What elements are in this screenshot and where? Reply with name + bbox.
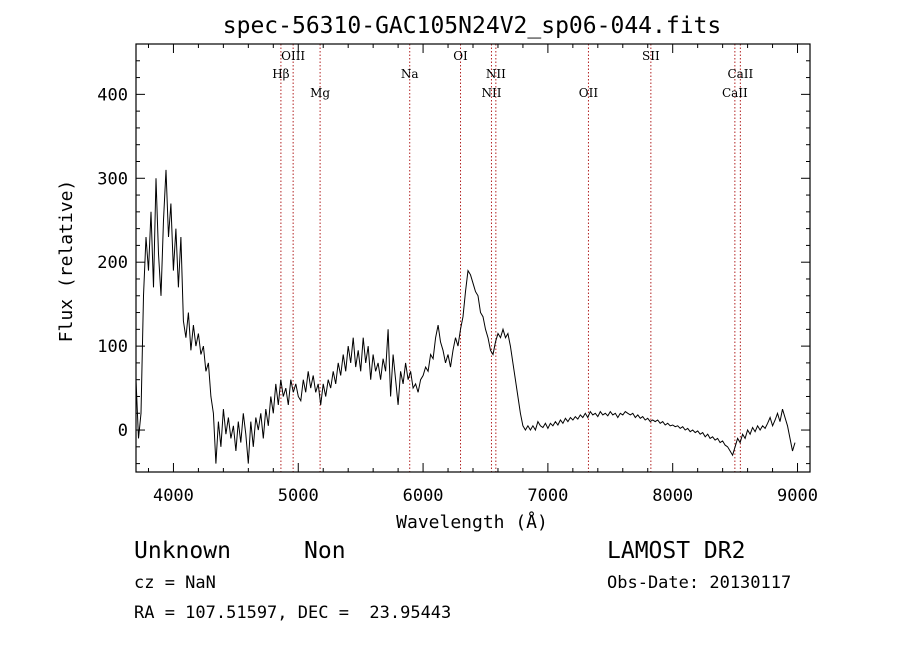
spectrum-series-line (135, 169, 796, 464)
line-label-7: OII (579, 86, 599, 100)
line-label-0: Hβ (272, 67, 289, 81)
x-axis-label: Wavelength (Å) (396, 511, 548, 533)
x-tick-label-0: 4000 (153, 486, 194, 506)
x-tick-label-2: 6000 (403, 486, 444, 506)
line-label-4: OI (453, 49, 468, 63)
line-label-9: CaII (722, 86, 748, 100)
chart-title: spec-56310-GAC105N24V2_sp06-044.fits (223, 13, 722, 39)
subclass-label: Non (304, 538, 346, 564)
observation-date: Obs-Date: 20130117 (607, 573, 792, 593)
x-tick-label-3: 7000 (527, 486, 568, 506)
line-label-5: NII (481, 86, 501, 100)
class-label: Unknown (134, 538, 231, 564)
y-tick-label-0: 0 (118, 421, 128, 441)
plot-frame (135, 43, 811, 473)
emission-line-markers (280, 44, 741, 472)
line-label-8: SII (642, 49, 660, 63)
coordinates-readout: RA = 107.51597, DEC = 23.95443 (134, 603, 452, 623)
y-axis-label: Flux (relative) (56, 180, 77, 343)
emission-line-labels: Hβ OIII Mg Na OI NII NII OII SII CaII CaII (272, 49, 753, 100)
line-label-10: CaII (727, 67, 753, 81)
y-tick-label-2: 200 (97, 253, 128, 273)
y-axis: 0 100 200 300 400 (97, 60, 810, 465)
line-label-2: Mg (310, 86, 330, 100)
line-label-6: NII (486, 67, 506, 81)
y-tick-label-1: 100 (97, 337, 128, 357)
survey-label: LAMOST DR2 (607, 538, 746, 564)
y-tick-label-4: 400 (97, 85, 128, 105)
x-tick-label-1: 5000 (278, 486, 319, 506)
line-label-1: OIII (281, 49, 305, 63)
x-tick-label-5: 9000 (777, 486, 818, 506)
line-label-3: Na (401, 67, 419, 81)
y-tick-label-3: 300 (97, 169, 128, 189)
x-axis: 4000 5000 6000 7000 8000 9000 (147, 44, 818, 506)
x-tick-label-4: 8000 (652, 486, 693, 506)
redshift-readout: cz = NaN (134, 573, 216, 593)
